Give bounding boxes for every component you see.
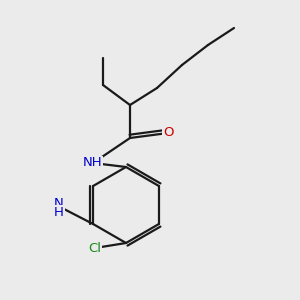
Text: Cl: Cl [88,242,101,254]
Text: NH: NH [83,157,103,169]
Text: O: O [163,127,173,140]
Text: N: N [54,197,64,210]
Text: H: H [54,206,64,219]
